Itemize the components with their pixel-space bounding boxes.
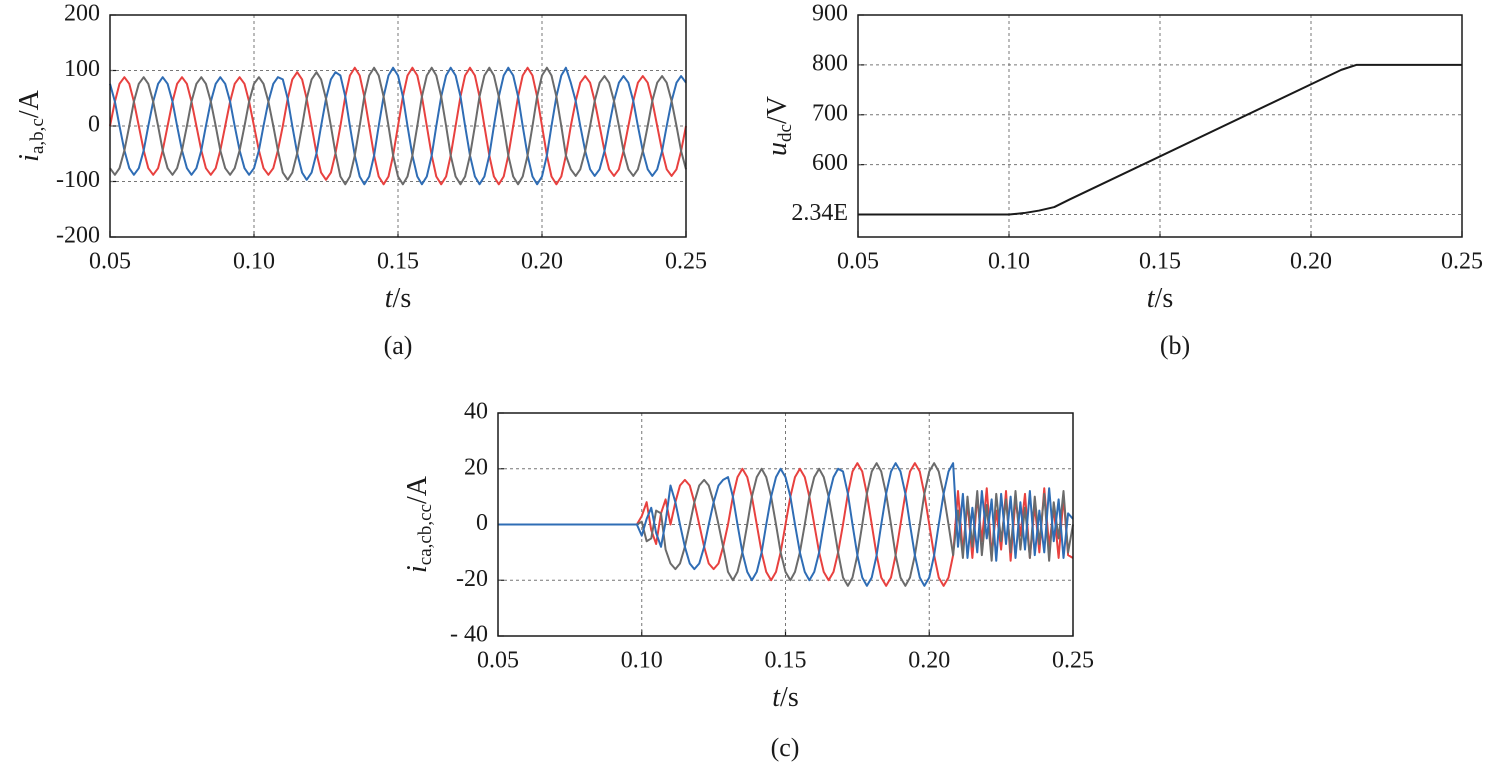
x-tick-label: 0.05 <box>837 249 879 275</box>
y-axis-label: ia,b,c/A <box>14 89 48 161</box>
y-tick-label: 20 <box>464 454 488 480</box>
x-tick-label: 0.25 <box>1052 648 1094 674</box>
x-tick-label: 0.15 <box>377 249 419 275</box>
y-tick-label: 800 <box>812 50 848 76</box>
plot-frame <box>497 412 1074 637</box>
caption: (c) <box>771 733 800 762</box>
y-axis-label: udc/V <box>762 96 796 156</box>
caption: (a) <box>384 331 413 360</box>
caption: (b) <box>1160 331 1190 360</box>
x-tick-label: 0.25 <box>665 249 707 275</box>
y-tick-label: -200 <box>56 223 100 249</box>
plot-frame <box>857 14 1463 238</box>
x-label-symbol: t <box>772 682 781 713</box>
data-line <box>498 462 1074 587</box>
y-tick-label: 40 <box>464 399 488 425</box>
data-line <box>109 66 687 186</box>
y-label-symbol: u <box>762 142 793 156</box>
x-tick-label: 0.15 <box>1139 249 1181 275</box>
plot-frame <box>109 14 687 238</box>
x-axis-label: t/s <box>1147 283 1173 314</box>
x-tick-label: 0.10 <box>621 648 663 674</box>
x-tick-label: 0.20 <box>521 249 563 275</box>
y-label-symbol: i <box>402 565 433 573</box>
x-label-symbol: t <box>385 283 394 314</box>
x-axis-label: t/s <box>385 283 411 314</box>
x-tick-label: 0.25 <box>1441 249 1483 275</box>
y-label-subscript: ca,cb,cc <box>415 504 436 565</box>
y-tick-label: -100 <box>56 167 100 193</box>
x-tick-label: 0.10 <box>233 249 275 275</box>
y-tick-label: 0 <box>88 112 100 138</box>
x-tick-label: 0.05 <box>477 648 519 674</box>
x-label-unit: /s <box>393 283 412 314</box>
x-tick-label: 0.20 <box>1290 249 1332 275</box>
data-line <box>858 63 1462 216</box>
y-label-subscript: dc <box>775 124 796 142</box>
y-tick-label: 900 <box>812 1 848 27</box>
y-label-unit: /V <box>762 96 793 124</box>
data-line <box>109 66 687 186</box>
y-label-unit: /A <box>402 475 433 504</box>
data-line <box>109 66 687 186</box>
y-tick-label: -20 <box>456 566 488 592</box>
x-tick-label: 0.15 <box>765 648 807 674</box>
x-label-unit: /s <box>780 682 799 713</box>
y-tick-label: 600 <box>812 150 848 176</box>
y-tick-label: 0 <box>476 510 488 536</box>
x-tick-label: 0.10 <box>988 249 1030 275</box>
y-tick-label: 100 <box>64 56 100 82</box>
y-axis-label: ica,cb,cc/A <box>402 475 436 573</box>
y-label-subscript: a,b,c <box>27 118 48 154</box>
x-tick-label: 0.20 <box>908 648 950 674</box>
y-tick-label: - 40 <box>450 622 488 648</box>
x-label-symbol: t <box>1147 283 1156 314</box>
y-tick-label: 2.34E <box>791 200 848 226</box>
y-label-symbol: i <box>14 154 45 162</box>
y-label-unit: /A <box>14 89 45 118</box>
x-axis-label: t/s <box>772 682 798 713</box>
y-tick-label: 200 <box>64 1 100 27</box>
y-tick-label: 700 <box>812 100 848 126</box>
x-label-unit: /s <box>1155 283 1174 314</box>
x-tick-label: 0.05 <box>89 249 131 275</box>
